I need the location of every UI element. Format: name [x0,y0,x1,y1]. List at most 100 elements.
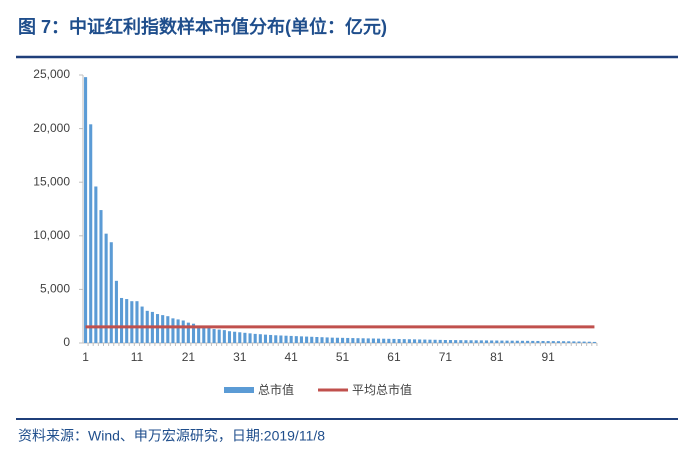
x-tick-label: 11 [131,350,144,364]
bar [361,338,365,343]
bar [125,299,129,343]
bar [284,335,288,343]
bar [253,333,257,343]
legend-label: 平均总市值 [352,382,412,397]
bar [104,233,108,343]
bar [289,335,293,343]
x-tick-label: 61 [387,350,401,364]
bar [166,316,170,343]
bar [258,334,262,343]
bar [335,337,339,343]
y-tick-label: 0 [63,335,70,349]
bar [161,315,165,343]
bar [274,335,278,343]
bar [531,340,535,343]
bar [109,242,113,343]
x-tick-label: 51 [336,350,350,364]
bar [526,340,530,343]
bar [464,340,468,343]
bar [84,77,88,344]
bar [484,340,489,343]
bar [382,338,386,343]
bar [443,339,447,343]
bar [448,340,453,343]
bar [392,338,396,343]
bar [366,338,370,343]
bar [279,335,283,343]
bar [140,306,144,343]
bar [330,337,334,343]
bar [299,336,303,343]
bar [217,329,221,343]
x-tick-label: 81 [490,350,504,364]
bar [479,340,483,343]
bar [120,297,124,343]
bar [371,338,375,343]
bar [233,331,237,343]
x-tick-label: 21 [182,350,196,364]
bar [212,329,216,343]
bar [94,186,98,343]
bar [315,336,319,343]
bar [99,210,103,343]
bar [176,319,180,343]
y-tick-label: 15,000 [33,174,70,188]
bar [438,339,442,343]
bar [181,320,185,343]
bar [202,326,206,343]
x-tick-label: 71 [439,350,453,364]
bar [402,339,406,343]
source: 资料来源：Wind、申万宏源研究，日期:2019/11/8 [18,428,325,444]
x-tick-label: 1 [82,350,89,364]
bar [572,341,576,343]
bar [387,338,391,343]
bar [459,340,463,343]
bar [433,339,437,343]
bar [227,331,232,343]
bar [341,337,345,343]
bar [377,338,381,343]
bar [500,340,504,343]
bar [541,341,545,343]
y-tick-label: 25,000 [33,67,70,81]
bar [412,339,417,343]
bar [474,340,478,343]
bar [294,336,298,343]
bar [243,332,247,343]
bar [320,337,324,343]
bar [135,301,139,343]
bar [592,341,596,343]
bar [171,318,175,343]
legend-label: 总市值 [258,382,294,397]
bar [418,339,422,343]
bar [130,301,134,343]
bar [505,340,509,343]
bar [207,327,211,343]
bar [428,339,432,343]
bar [515,340,519,343]
bar [562,341,566,343]
bar [510,340,514,343]
bar [551,341,555,343]
x-tick-label: 91 [541,350,555,364]
y-tick-label: 20,000 [33,121,70,135]
chart-title: 图 7：中证红利指数样本市值分布(单位：亿元) [18,16,387,37]
bar [114,280,118,343]
x-tick-label: 41 [284,350,298,364]
bar [536,340,540,343]
bar [191,323,196,343]
bar [238,332,242,343]
bar [546,341,550,343]
bar [186,322,190,343]
y-tick-label: 5,000 [40,282,70,296]
bar [469,340,473,343]
bar [490,340,494,343]
bar [520,340,525,343]
bar [556,341,560,343]
bar [325,337,329,343]
bar [346,337,350,343]
bar [305,336,309,343]
bar [407,339,411,343]
bar [263,334,268,343]
